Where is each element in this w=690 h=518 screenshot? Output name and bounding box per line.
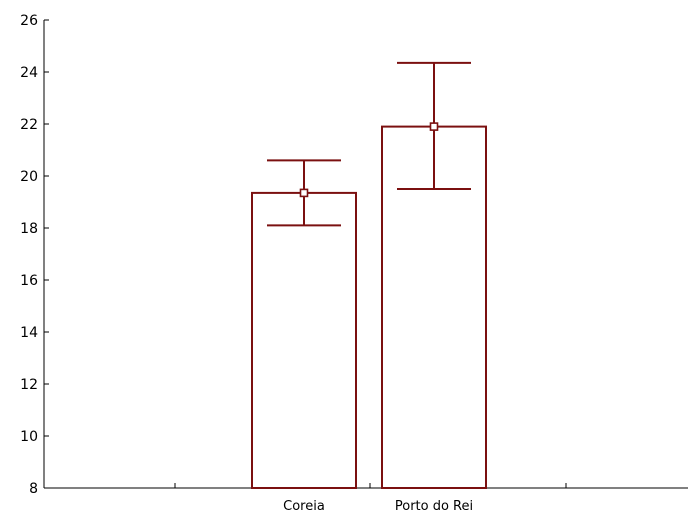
mean-point-marker bbox=[429, 122, 439, 131]
y-tick-label: 8 bbox=[29, 481, 38, 497]
chart-marks bbox=[251, 61, 487, 489]
y-tick-label: 26 bbox=[20, 13, 38, 29]
y-tick-label: 22 bbox=[20, 117, 38, 133]
y-tick-label: 18 bbox=[20, 221, 38, 237]
y-tick-label: 20 bbox=[20, 169, 38, 185]
mean-point-marker bbox=[299, 188, 309, 198]
y-tick-label: 14 bbox=[20, 325, 38, 341]
bar bbox=[251, 191, 357, 489]
y-tick-label: 16 bbox=[20, 273, 38, 289]
x-category-label: Porto do Rei bbox=[395, 499, 473, 514]
y-tick-label: 12 bbox=[20, 377, 38, 393]
y-tick-label: 24 bbox=[20, 65, 38, 81]
y-tick-label: 10 bbox=[20, 429, 38, 445]
axes: 8 10 12 14 16 18 20 22 24 26 Coreia Porto do Rei bbox=[20, 13, 688, 514]
x-category-label: Coreia bbox=[283, 499, 325, 514]
